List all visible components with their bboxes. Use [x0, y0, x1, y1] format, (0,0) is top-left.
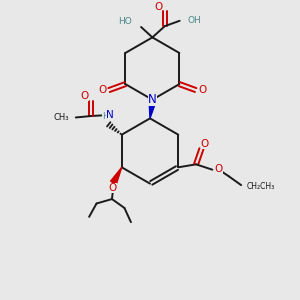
Text: CH₃: CH₃ — [54, 113, 69, 122]
Polygon shape — [111, 167, 122, 184]
Text: N: N — [106, 110, 114, 119]
Polygon shape — [149, 102, 156, 118]
Text: N: N — [148, 93, 157, 106]
Text: H: H — [102, 112, 109, 122]
Text: O: O — [98, 85, 107, 95]
Text: O: O — [109, 183, 117, 193]
Text: O: O — [80, 91, 89, 101]
Text: O: O — [215, 164, 223, 174]
Text: O: O — [198, 85, 206, 95]
Text: O: O — [201, 139, 209, 148]
Text: OH: OH — [188, 16, 202, 25]
Text: HO: HO — [118, 16, 132, 26]
Text: CH₂CH₃: CH₂CH₃ — [247, 182, 275, 191]
Text: O: O — [154, 2, 162, 11]
